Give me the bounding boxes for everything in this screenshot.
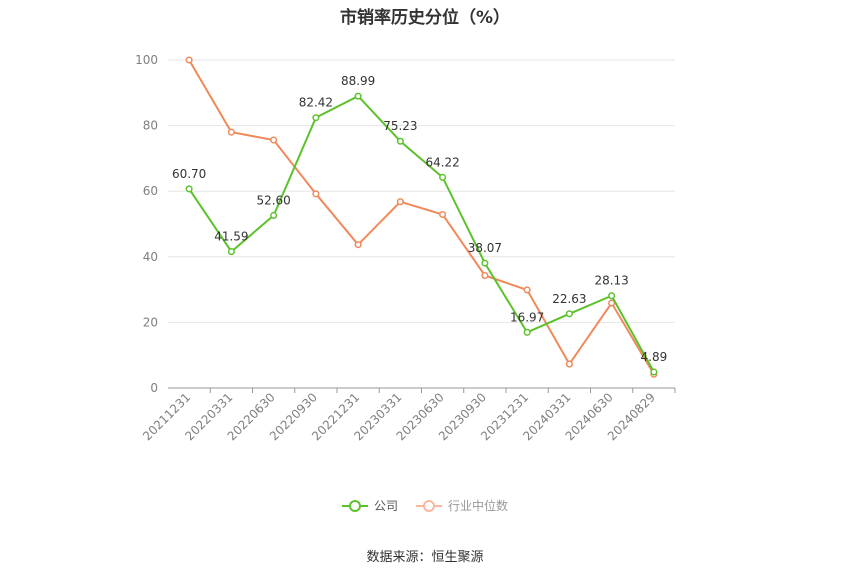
company-point[interactable] [270, 211, 278, 220]
legend-company-marker [341, 499, 368, 512]
company-point[interactable] [481, 259, 489, 267]
y-tick-label: 20 [143, 315, 158, 329]
company-point[interactable] [396, 137, 404, 145]
legend: 公司 行业中位数 [0, 497, 850, 514]
company-point[interactable] [312, 114, 320, 122]
industry-median-point[interactable] [608, 299, 616, 307]
company-data-label: 64.22 [425, 155, 459, 169]
legend-company-label: 公司 [373, 499, 398, 513]
y-axis: 0 20 40 60 80 100 [135, 53, 158, 395]
company-data-label: 38.07 [468, 241, 502, 255]
company-point[interactable] [565, 310, 573, 318]
x-axis: 2021123120220331202206302022093020221231… [140, 387, 676, 443]
legend-industry-label: 行业中位数 [448, 499, 509, 513]
industry-median-point[interactable] [565, 360, 573, 368]
company-data-label: 22.63 [552, 292, 586, 306]
company-data-label: 41.59 [214, 230, 248, 244]
company-point[interactable] [227, 248, 235, 256]
series-lines [185, 56, 658, 378]
legend-item-company[interactable]: 公司 [341, 497, 398, 514]
data-source: 数据来源：恒生聚源 [366, 550, 484, 565]
industry-median-line [188, 59, 655, 375]
company-line [188, 94, 655, 373]
industry-median-point[interactable] [312, 190, 320, 198]
company-data-label: 82.42 [299, 96, 333, 110]
industry-median-point[interactable] [439, 210, 447, 219]
company-point[interactable] [439, 173, 447, 181]
y-tick-label: 0 [150, 381, 158, 395]
grid-lines [168, 59, 675, 323]
industry-median-point[interactable] [227, 128, 235, 136]
company-data-label: 28.13 [594, 274, 628, 288]
industry-median-point[interactable] [185, 56, 193, 64]
company-point[interactable] [523, 328, 531, 336]
industry-median-point[interactable] [354, 241, 362, 249]
legend-item-industry-median[interactable]: 行业中位数 [416, 497, 508, 514]
chart-title: 市销率历史分位（%） [339, 8, 511, 28]
company-point[interactable] [608, 292, 616, 300]
industry-median-point[interactable] [396, 198, 404, 206]
company-point[interactable] [185, 185, 193, 193]
company-data-label: 88.99 [341, 74, 375, 88]
y-tick-label: 100 [135, 53, 158, 67]
y-tick-label: 60 [143, 184, 158, 198]
legend-industry-marker [416, 499, 442, 512]
industry-median-point[interactable] [270, 136, 278, 144]
y-tick-label: 80 [143, 119, 158, 133]
data-labels: 60.70 41.59 52.60 82.42 88.99 75.23 64.22 38.07… [172, 74, 667, 364]
company-point[interactable] [354, 92, 362, 100]
industry-median-point[interactable] [523, 286, 531, 294]
company-data-label: 60.70 [172, 167, 206, 181]
company-data-label: 75.23 [383, 119, 417, 133]
industry-median-point[interactable] [481, 271, 489, 280]
company-data-label: 52.60 [256, 193, 290, 207]
y-tick-label: 40 [143, 250, 158, 264]
company-data-label: 16.97 [510, 310, 544, 324]
company-data-label: 4.89 [641, 350, 668, 364]
company-point[interactable] [650, 368, 658, 376]
